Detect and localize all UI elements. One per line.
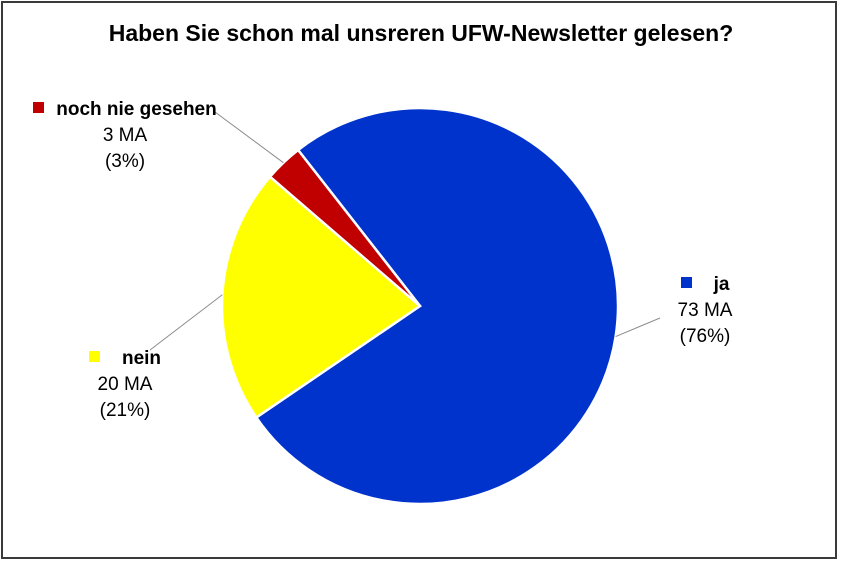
leader-line-noch-nie-gesehen (214, 111, 284, 164)
label-count: 20 MA (97, 374, 153, 395)
label-percent: (76%) (679, 326, 731, 347)
pie-slices (220, 106, 620, 506)
data-label-ja: ja 73 MA (76%) (640, 272, 770, 350)
legend-swatch-nein (88, 351, 100, 362)
label-count: 3 MA (102, 125, 148, 146)
leader-line-ja (615, 317, 661, 338)
pie-slice-ja (254, 106, 620, 506)
data-label-nein: nein 20 MA (21%) (55, 346, 195, 424)
label-percent: (3%) (104, 151, 146, 172)
leader-line-nein (149, 294, 223, 351)
label-name: ja (713, 274, 730, 295)
label-count: 73 MA (677, 300, 733, 321)
chart-title: Haben Sie schon mal unsreren UFW-Newslet… (108, 20, 734, 46)
pie-slice-nein (220, 174, 423, 420)
label-percent: (21%) (99, 400, 151, 421)
label-name: nein (121, 348, 162, 369)
legend-swatch-noch-nie-gesehen (33, 102, 45, 113)
legend-swatch-ja (680, 277, 692, 288)
data-label-noch-nie-gesehen: noch nie gesehen 3 MA (3%) (10, 97, 240, 175)
leader-lines (149, 111, 661, 351)
label-name: noch nie gesehen (56, 99, 217, 120)
pie-slice-noch-nie-gesehen (268, 148, 421, 307)
